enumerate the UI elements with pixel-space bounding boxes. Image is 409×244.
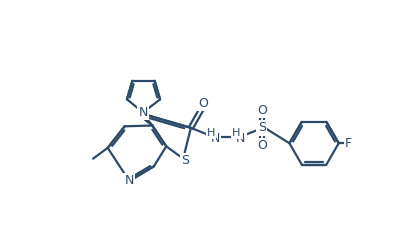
Text: H: H xyxy=(231,128,240,138)
Text: F: F xyxy=(344,137,351,150)
Text: S: S xyxy=(257,121,265,134)
Text: N: N xyxy=(124,174,134,187)
Text: S: S xyxy=(181,154,189,167)
Text: N: N xyxy=(236,132,245,145)
Text: O: O xyxy=(256,104,266,117)
Text: O: O xyxy=(256,139,266,152)
Text: H: H xyxy=(206,128,215,138)
Text: N: N xyxy=(210,132,220,145)
Text: O: O xyxy=(198,97,208,110)
Text: N: N xyxy=(138,106,148,119)
